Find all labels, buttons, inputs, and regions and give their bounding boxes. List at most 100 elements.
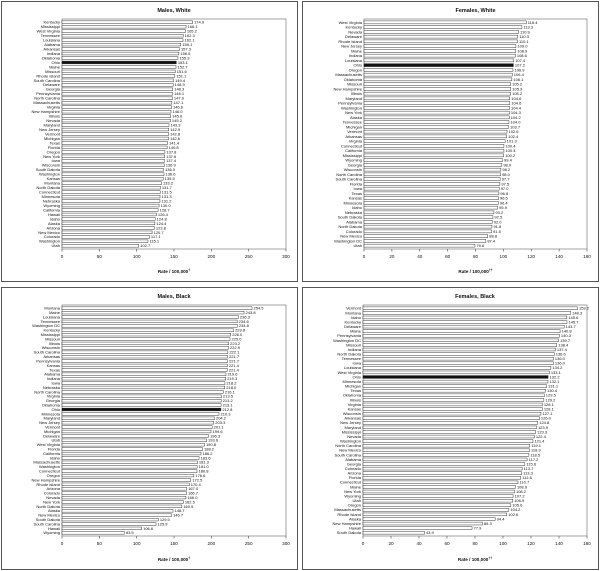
bar-indiana [363,53,516,58]
category-label: New Jersey [39,127,60,132]
bar-north-dakota [61,504,183,508]
value-label: 142.6 [170,136,181,141]
bar-alabama [362,457,528,462]
category-label: Arizona [46,486,60,491]
chart-panel-females-black: Females, Black Vermont 153.2 Montana 148.3 Id… [302,287,599,570]
value-label: 172.5 [192,477,203,482]
value-label: 110.9 [520,29,530,34]
value-label: 92.0 [494,219,503,224]
category-label: Virginia [349,139,363,144]
category-label: Kansas [349,196,362,201]
bar-illinois [362,398,545,402]
x-tick-label: 250 [245,541,253,546]
bar-utah [363,243,476,248]
category-label: Nevada [348,29,363,34]
x-tick-label: 20 [388,541,394,546]
value-label: 131.3 [162,194,173,199]
bar-south-carolina [363,177,501,181]
value-label: 129.2 [545,397,556,402]
bar-delaware [61,434,209,438]
bar-oklahoma [61,56,179,60]
bar-massachusetts [61,101,173,105]
value-label: 104.2 [510,507,521,512]
category-label: Delaware [344,324,362,329]
bar-chart-females-white: Females, White West Virginia 116.4 Kentucky… [334,8,592,274]
category-label: Pennsylvania [36,91,61,96]
bar-florida [362,476,521,480]
category-label: New Hampshire [32,477,61,482]
category-label: Kentucky [44,20,60,25]
category-label: Mississippi [343,153,362,158]
bar-georgia [61,87,173,91]
category-label: Alabama [44,372,61,377]
category-label: Illinois [351,91,362,96]
category-label: Missouri [346,342,361,347]
category-label: Montana [44,181,60,186]
category-label: West Virginia [339,20,363,25]
category-label: Maine [49,310,61,315]
category-label: Delaware [345,34,363,39]
category-label: Nevada [347,434,362,439]
category-label: South Carolina [34,350,61,355]
category-label: Missouri [45,336,60,341]
value-label: 140.8 [169,145,180,150]
value-label: 149.4 [175,78,186,83]
category-label: Washington DC [334,238,362,243]
value-label: 193.6 [208,438,219,443]
value-label: 98.0 [502,172,511,177]
value-label: 234.6 [239,319,250,324]
value-label: 170.4 [191,482,202,487]
bar-nevada [61,118,171,123]
value-label: 236.3 [240,314,251,319]
bar-chart-males-white: Males, White Kentucky 174.9 Mississippi 166.… [32,8,291,274]
value-label: 223.2 [230,341,241,346]
bar-arkansas [61,47,180,51]
category-label: Kentucky [346,25,362,30]
category-label: Oregon [47,473,60,478]
bar-oklahoma [61,403,222,407]
bar-indiana [362,347,556,352]
value-label: 104.6 [511,101,522,106]
category-label: Rhode Island [337,512,361,517]
bar-maine [61,311,245,315]
bar-west-virginia [61,29,186,33]
value-label: 145.6 [568,315,579,320]
value-label: 117.2 [529,457,539,462]
bar-michigan [363,125,509,129]
category-label: Hawaii [349,526,361,531]
value-label: 146.0 [173,109,184,114]
x-tick-label: 60 [445,254,451,259]
value-label: 186.2 [203,451,214,456]
category-label: Minnesota [42,194,61,199]
value-label: 147.1 [173,100,184,105]
bar-louisiana [363,58,514,63]
value-label: 162.1 [185,38,196,43]
category-label: Utah [353,498,361,503]
category-label: Wyoming [345,158,362,163]
bar-nebraska [363,210,495,215]
category-label: New York [344,489,361,494]
value-label: 97.5 [501,181,510,186]
value-label: 213.1 [223,402,234,407]
bar-ohio [61,60,177,65]
value-label: 181.0 [199,464,210,469]
bar-north-carolina [362,444,530,448]
bar-louisiana [61,38,184,42]
x-tick-label: 0 [61,541,64,546]
bar-wisconsin [61,346,229,350]
value-label: 190.8 [206,442,217,447]
x-tick-label: 250 [245,254,253,259]
bar-pennsylvania [363,101,511,105]
category-label: Idaho [351,315,362,320]
x-tick-label: 50 [97,541,103,546]
category-label: Florida [350,181,363,186]
bar-michigan [61,136,169,141]
value-label: 106.9 [514,498,525,503]
value-label: 143.7 [566,324,577,329]
category-label: Alabama [345,457,362,462]
category-label: Louisiana [345,58,363,63]
value-label: 226.0 [232,332,243,337]
value-label: 176.6 [195,473,206,478]
value-label: 98.2 [502,167,511,172]
value-label: 115.6 [526,461,536,466]
